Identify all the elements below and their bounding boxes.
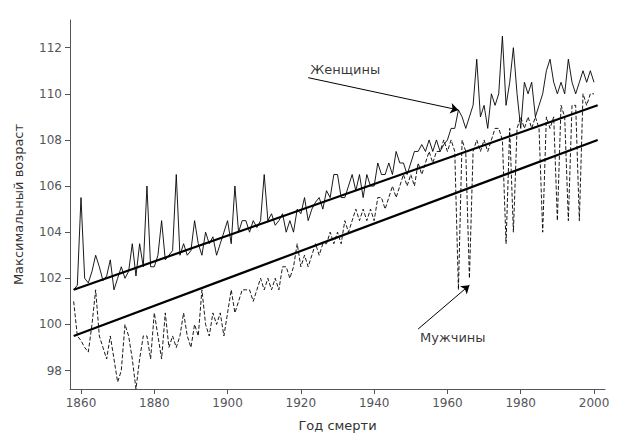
svg-text:112: 112 xyxy=(39,41,62,55)
svg-text:Женщины: Женщины xyxy=(310,62,380,77)
svg-text:100: 100 xyxy=(39,317,62,331)
svg-text:104: 104 xyxy=(39,225,62,239)
svg-text:Мужчины: Мужчины xyxy=(420,330,486,345)
svg-text:1900: 1900 xyxy=(212,396,243,410)
svg-text:1940: 1940 xyxy=(359,396,390,410)
svg-text:Максимальный возраст: Максимальный возраст xyxy=(11,123,26,285)
svg-text:1980: 1980 xyxy=(505,396,536,410)
svg-text:1880: 1880 xyxy=(139,396,170,410)
svg-text:Год смерти: Год смерти xyxy=(298,418,376,433)
svg-text:1860: 1860 xyxy=(66,396,97,410)
svg-text:102: 102 xyxy=(39,271,62,285)
svg-text:1920: 1920 xyxy=(286,396,317,410)
svg-text:98: 98 xyxy=(47,364,62,378)
svg-text:110: 110 xyxy=(39,87,62,101)
svg-text:106: 106 xyxy=(39,179,62,193)
svg-text:2000: 2000 xyxy=(579,396,610,410)
svg-text:108: 108 xyxy=(39,133,62,147)
svg-text:1960: 1960 xyxy=(432,396,463,410)
